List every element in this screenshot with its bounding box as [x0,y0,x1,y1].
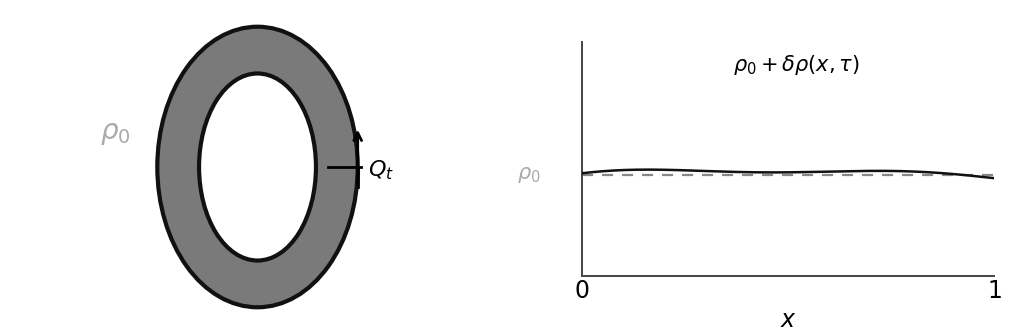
Text: $\rho_0$: $\rho_0$ [517,165,541,185]
Text: $Q_t$: $Q_t$ [368,159,393,182]
Text: $\rho_0$: $\rho_0$ [100,120,131,147]
Ellipse shape [158,27,357,307]
X-axis label: $x$: $x$ [780,309,796,332]
Text: $\rho_0 + \delta\rho(x,\tau)$: $\rho_0 + \delta\rho(x,\tau)$ [732,53,860,77]
Ellipse shape [199,73,316,261]
